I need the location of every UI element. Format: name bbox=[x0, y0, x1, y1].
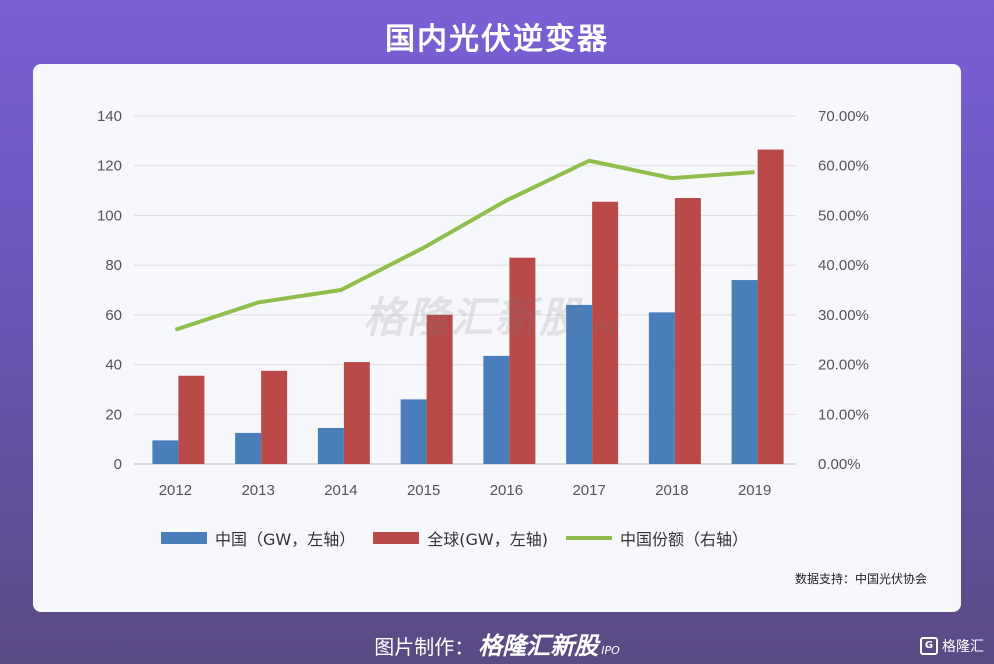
y-left-tick-label: 40 bbox=[105, 357, 122, 374]
footer-credit: 图片制作： 格隆汇新股 IPO bbox=[0, 626, 994, 661]
bar-china bbox=[483, 355, 510, 464]
legend-swatch-share bbox=[565, 536, 612, 540]
footer-credit-label: 图片制作： bbox=[374, 635, 475, 659]
y-right-tick-label: 20.00% bbox=[818, 357, 869, 374]
bar-global bbox=[592, 201, 619, 464]
legend-item-global: 全球(GW，左轴) bbox=[373, 526, 548, 550]
y-right-tick-label: 40.00% bbox=[818, 257, 869, 274]
legend-swatch-china bbox=[161, 532, 207, 544]
y-left-tick-label: 20 bbox=[105, 406, 122, 423]
bar-global bbox=[757, 149, 784, 465]
y-left-tick-label: 140 bbox=[97, 108, 122, 125]
chart: 0 0.00% 20 10.00% 40 20.00% 60 30.00% 80 40.00% 10… bbox=[97, 108, 869, 499]
x-tick-label: 2014 bbox=[324, 482, 357, 499]
source-note: 数据支持：中国光伏协会 bbox=[794, 572, 927, 586]
bar-china bbox=[152, 440, 179, 464]
bar-china bbox=[731, 280, 758, 464]
x-tick-label: 2013 bbox=[241, 482, 274, 499]
y-left-tick-label: 100 bbox=[97, 207, 122, 224]
x-tick-label: 2015 bbox=[407, 482, 440, 499]
bar-china bbox=[648, 312, 675, 464]
bar-china bbox=[317, 427, 344, 464]
legend-label-global: 全球(GW，左轴) bbox=[427, 530, 548, 549]
x-tick-label: 2016 bbox=[490, 482, 523, 499]
corner-logo: G 格隆汇 bbox=[920, 636, 984, 656]
bar-global bbox=[674, 198, 701, 464]
legend-item-china: 中国（GW，左轴） bbox=[161, 526, 355, 550]
y-right-tick-label: 10.00% bbox=[818, 406, 869, 423]
bar-china bbox=[400, 399, 427, 464]
bar-global bbox=[343, 362, 370, 464]
bar-global bbox=[261, 370, 288, 464]
footer-brand-sub: IPO bbox=[601, 644, 620, 657]
x-tick-label: 2012 bbox=[159, 482, 192, 499]
y-left-tick-label: 120 bbox=[97, 158, 122, 175]
y-right-tick-label: 60.00% bbox=[818, 158, 869, 175]
page-title: 国内光伏逆变器 bbox=[385, 22, 609, 57]
y-right-tick-label: 0.00% bbox=[818, 456, 861, 473]
legend-label-share: 中国份额（右轴） bbox=[619, 530, 748, 549]
watermark-text: 格隆汇新股 bbox=[363, 293, 584, 342]
g-logo-icon: G bbox=[920, 637, 938, 655]
y-left-tick-label: 80 bbox=[105, 257, 122, 274]
y-right-tick-label: 50.00% bbox=[818, 207, 869, 224]
bar-china bbox=[235, 432, 262, 464]
y-left-tick-label: 0 bbox=[114, 456, 122, 473]
bar-global bbox=[178, 375, 205, 464]
legend-label-china: 中国（GW，左轴） bbox=[215, 530, 356, 549]
footer-brand: 格隆汇新股 bbox=[478, 632, 599, 660]
bar-china bbox=[566, 304, 593, 464]
y-left-tick-label: 60 bbox=[105, 307, 122, 324]
legend-item-share: 中国份额（右轴） bbox=[565, 526, 748, 550]
y-right-tick-label: 70.00% bbox=[818, 108, 869, 125]
y-right-tick-label: 30.00% bbox=[818, 307, 869, 324]
chart-card: 0 0.00% 20 10.00% 40 20.00% 60 30.00% 80 40.00% 10… bbox=[33, 64, 961, 612]
line-china-share bbox=[174, 158, 755, 332]
bar-global bbox=[509, 257, 536, 464]
watermark-sub: IPO bbox=[587, 320, 618, 336]
x-tick-label: 2017 bbox=[572, 482, 605, 499]
x-tick-label: 2018 bbox=[655, 482, 688, 499]
bar-global bbox=[426, 314, 453, 464]
chart-legend: 中国（GW，左轴） 全球(GW，左轴) 中国份额（右轴） bbox=[161, 526, 766, 550]
legend-swatch-global bbox=[373, 532, 420, 544]
corner-logo-text: 格隆汇 bbox=[942, 639, 984, 655]
x-tick-label: 2019 bbox=[738, 482, 771, 499]
watermark: 格隆汇新股 IPO bbox=[363, 284, 617, 345]
